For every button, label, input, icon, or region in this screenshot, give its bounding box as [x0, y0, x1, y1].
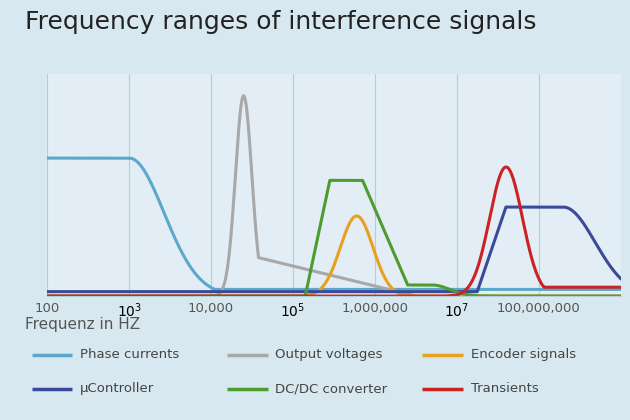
Text: Phase currents: Phase currents — [80, 349, 180, 361]
Text: Transients: Transients — [471, 382, 539, 395]
Text: Encoder signals: Encoder signals — [471, 349, 576, 361]
Text: Output voltages: Output voltages — [275, 349, 383, 361]
Text: μController: μController — [80, 382, 154, 395]
Text: DC/DC converter: DC/DC converter — [275, 382, 387, 395]
Text: Frequency ranges of interference signals: Frequency ranges of interference signals — [25, 10, 537, 34]
Text: Frequenz in HZ: Frequenz in HZ — [25, 317, 140, 332]
